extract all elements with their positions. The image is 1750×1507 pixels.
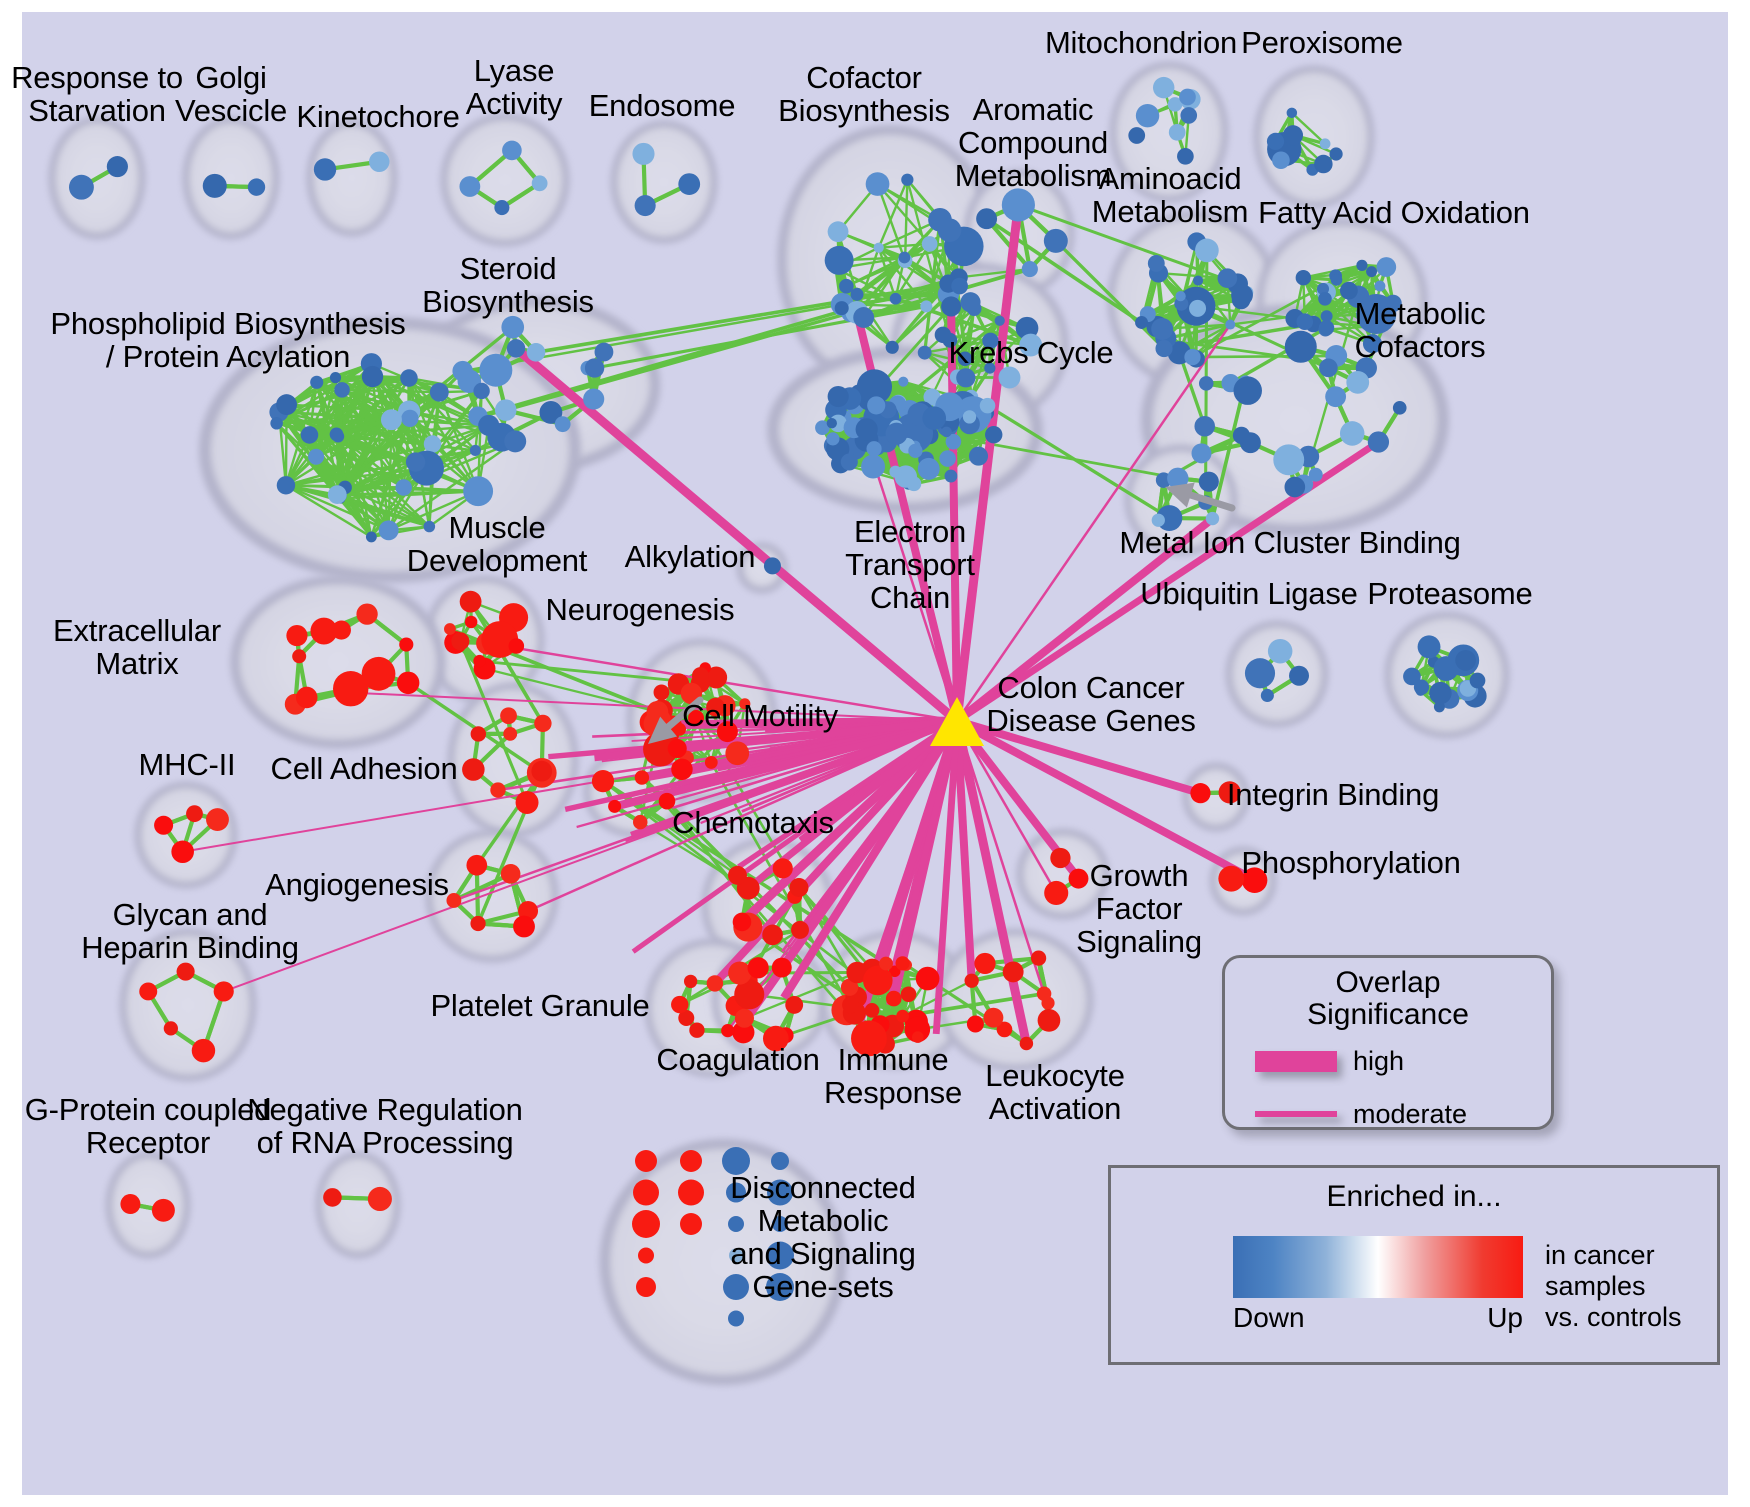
moderate-significance-swatch: [1255, 1111, 1337, 1118]
overlap-legend-moderate-row: moderate: [1225, 1099, 1551, 1130]
enrichment-legend-title: Enriched in...: [1326, 1180, 1502, 1213]
colorbar-up-label: Up: [1487, 1302, 1523, 1333]
overlap-significance-legend: Overlap Significance high moderate: [1222, 955, 1554, 1130]
enrichment-colorbar: [1233, 1236, 1523, 1298]
overlap-legend-high-row: high: [1225, 1046, 1551, 1077]
enrichment-colorbar-wrap: Down Up: [1233, 1236, 1523, 1334]
high-significance-label: high: [1353, 1045, 1405, 1076]
high-significance-swatch: [1255, 1050, 1337, 1072]
colorbar-down-label: Down: [1233, 1302, 1305, 1333]
moderate-significance-label: moderate: [1353, 1098, 1468, 1129]
enrichment-legend: Enriched in... Down Up in cancer samples…: [1108, 1165, 1720, 1365]
enrichment-colorbar-ticks: Down Up: [1233, 1298, 1523, 1334]
overlap-legend-title: Overlap Significance: [1307, 966, 1469, 1032]
enrichment-legend-caption: in cancer samples vs. controls: [1545, 1240, 1682, 1332]
